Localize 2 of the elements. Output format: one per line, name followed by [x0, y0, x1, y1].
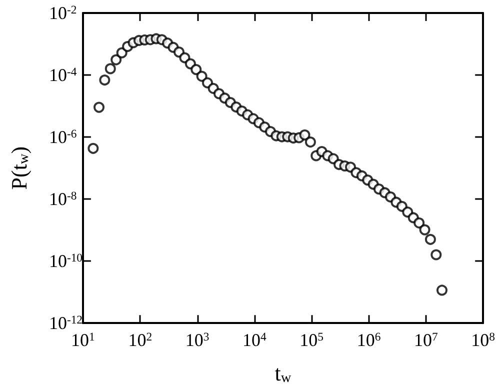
x-axis-title: tw — [274, 360, 292, 386]
y-axis-title: P(tw) — [6, 146, 32, 190]
